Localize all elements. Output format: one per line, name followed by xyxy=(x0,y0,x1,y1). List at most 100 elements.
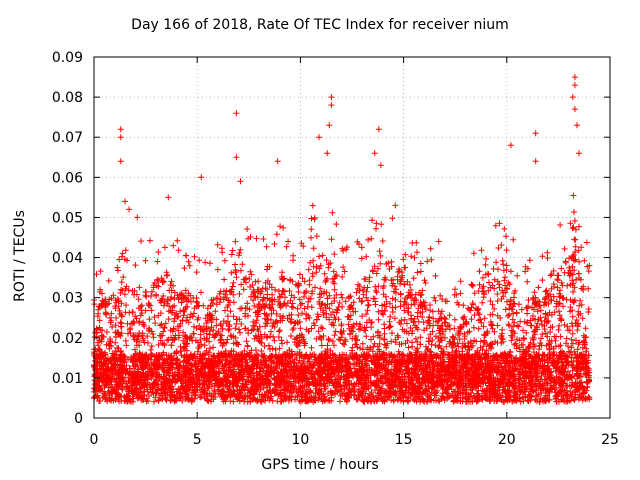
data-point xyxy=(468,316,475,323)
data-point xyxy=(428,256,435,263)
data-point xyxy=(347,331,353,338)
data-point xyxy=(273,231,280,238)
data-point xyxy=(179,398,186,404)
data-point xyxy=(327,347,334,354)
data-point xyxy=(177,363,184,370)
data-point xyxy=(154,258,161,265)
data-point xyxy=(155,397,162,404)
data-point xyxy=(381,308,388,314)
data-point xyxy=(325,360,332,366)
data-point xyxy=(402,251,409,258)
data-point xyxy=(286,312,293,319)
data-point xyxy=(530,295,537,302)
data-point xyxy=(194,348,201,355)
data-point xyxy=(388,338,395,345)
data-point xyxy=(446,322,453,329)
data-point xyxy=(271,324,278,330)
data-point xyxy=(576,258,583,265)
data-point xyxy=(338,334,345,341)
data-point xyxy=(182,332,189,339)
data-point xyxy=(511,394,518,401)
data-point xyxy=(489,301,496,308)
data-point xyxy=(392,336,399,343)
data-point xyxy=(465,305,472,312)
data-point xyxy=(534,308,541,315)
data-point xyxy=(502,383,509,390)
data-point xyxy=(457,326,464,332)
data-point xyxy=(571,209,577,216)
data-point xyxy=(569,367,576,374)
data-point xyxy=(338,386,345,393)
data-point xyxy=(469,377,476,384)
data-point xyxy=(544,249,551,256)
chart-title: Day 166 of 2018, Rate Of TEC Index for r… xyxy=(131,17,509,33)
data-point xyxy=(320,309,327,316)
data-point xyxy=(543,287,550,294)
data-point xyxy=(574,346,581,353)
data-point xyxy=(417,341,424,348)
data-point xyxy=(175,385,182,392)
data-point xyxy=(233,316,240,323)
data-point xyxy=(312,284,318,291)
data-point xyxy=(489,282,496,289)
data-point xyxy=(390,398,397,405)
data-point xyxy=(365,301,372,308)
data-point xyxy=(381,330,388,337)
data-point xyxy=(294,305,301,312)
data-point xyxy=(511,290,518,297)
data-point xyxy=(569,340,576,347)
data-point xyxy=(485,287,492,294)
data-point xyxy=(368,336,374,343)
data-point xyxy=(386,354,393,361)
data-point xyxy=(450,334,457,341)
data-point xyxy=(557,342,564,349)
data-point xyxy=(374,396,381,403)
data-point xyxy=(382,274,389,281)
data-point xyxy=(526,257,533,264)
data-point xyxy=(412,291,419,298)
data-point xyxy=(232,334,239,341)
data-point xyxy=(396,266,402,273)
data-point xyxy=(288,389,295,396)
data-point xyxy=(417,360,424,367)
data-point xyxy=(557,287,563,294)
data-point xyxy=(567,281,574,288)
data-point xyxy=(516,337,523,344)
data-point xyxy=(290,325,297,332)
data-point xyxy=(141,339,148,346)
data-point xyxy=(318,342,325,349)
data-point xyxy=(273,318,280,325)
data-point xyxy=(442,334,448,341)
data-point xyxy=(359,340,366,347)
data-point xyxy=(421,277,428,284)
data-point xyxy=(193,269,200,276)
data-point xyxy=(342,298,349,305)
data-point xyxy=(377,252,384,259)
data-point xyxy=(310,320,317,327)
data-point xyxy=(538,335,544,342)
data-point xyxy=(180,344,187,351)
data-point xyxy=(493,259,500,266)
data-point xyxy=(133,315,140,322)
data-point xyxy=(520,327,526,334)
data-point xyxy=(192,360,198,367)
data-point xyxy=(230,398,237,405)
data-point xyxy=(276,391,283,398)
data-point xyxy=(171,336,178,342)
data-point xyxy=(373,398,380,405)
data-point xyxy=(436,398,443,405)
data-point xyxy=(571,217,578,224)
data-point xyxy=(400,256,407,263)
data-point xyxy=(353,289,360,296)
data-point xyxy=(571,348,578,355)
data-point xyxy=(323,277,329,284)
data-point xyxy=(569,330,576,337)
data-point xyxy=(171,289,178,296)
data-point xyxy=(268,328,274,335)
data-point xyxy=(295,288,302,295)
data-point xyxy=(191,323,197,330)
data-point xyxy=(268,284,275,291)
data-point xyxy=(151,314,158,321)
data-point xyxy=(375,308,382,315)
data-point xyxy=(264,277,271,284)
